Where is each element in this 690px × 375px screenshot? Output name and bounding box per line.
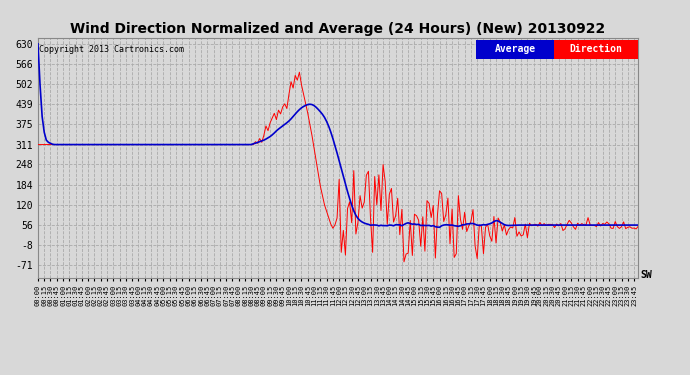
Text: Copyright 2013 Cartronics.com: Copyright 2013 Cartronics.com bbox=[39, 45, 184, 54]
Text: SW: SW bbox=[640, 270, 652, 280]
Text: Direction: Direction bbox=[570, 45, 622, 54]
Title: Wind Direction Normalized and Average (24 Hours) (New) 20130922: Wind Direction Normalized and Average (2… bbox=[70, 22, 606, 36]
Text: Average: Average bbox=[495, 45, 535, 54]
Bar bbox=[476, 40, 554, 59]
Bar bbox=[554, 40, 638, 59]
